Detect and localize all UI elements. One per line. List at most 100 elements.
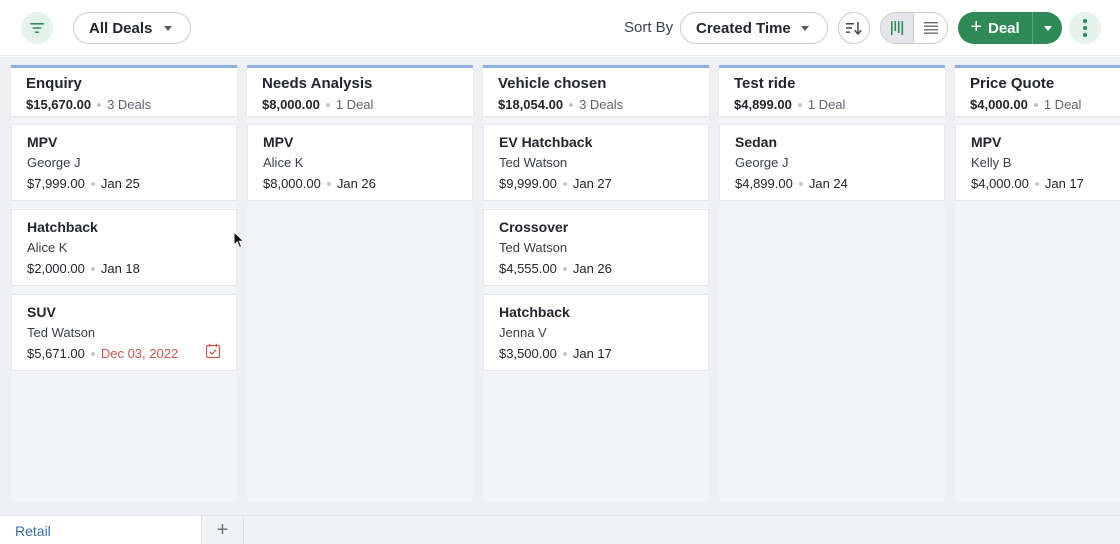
add-deal-button[interactable]: + Deal: [958, 12, 1032, 44]
tab-retail[interactable]: Retail: [0, 516, 202, 544]
pipeline-column: Enquiry $15,670.00 3 Deals MPV George J $7,99…: [11, 65, 237, 502]
separator-dot: [1034, 182, 1039, 186]
more-options-button[interactable]: [1069, 12, 1101, 44]
deal-contact: Ted Watson: [27, 325, 96, 340]
pipeline-column: Needs Analysis $8,000.00 1 Deal MPV Alice K $…: [247, 65, 473, 502]
deal-amount: $4,000.00: [971, 176, 1029, 191]
stage-amount: $18,054.00: [498, 97, 564, 112]
deal-view-select[interactable]: All Deals: [73, 12, 191, 44]
filter-button[interactable]: [21, 12, 53, 44]
list-view-button[interactable]: [914, 13, 947, 43]
calendar-check-icon[interactable]: [205, 343, 221, 359]
view-mode-toggle: [880, 12, 948, 44]
chevron-down-icon: [801, 26, 809, 31]
column-header: Needs Analysis $8,000.00 1 Deal: [247, 65, 473, 116]
deal-closing-date: Jan 18: [100, 261, 140, 276]
deal-meta: $5,671.00 Dec 03, 2022: [27, 345, 236, 363]
deal-card[interactable]: Sedan George J $4,899.00 Jan 24: [719, 124, 945, 201]
filter-funnel-icon: [30, 23, 44, 33]
sort-by-label: Sort By: [624, 19, 674, 36]
separator-dot: [326, 182, 331, 186]
deal-closing-date: Jan 17: [572, 346, 612, 361]
deal-closing-date: Jan 24: [808, 176, 848, 191]
deal-meta: $8,000.00 Jan 26: [263, 175, 472, 193]
deal-card[interactable]: Crossover Ted Watson $4,555.00 Jan 26: [483, 209, 709, 286]
plus-icon: +: [216, 519, 229, 541]
stage-summary: $8,000.00 1 Deal: [262, 96, 473, 113]
column-header: Vehicle chosen $18,054.00 3 Deals: [483, 65, 709, 116]
deal-meta: $4,555.00 Jan 26: [499, 260, 708, 278]
stage-title: Enquiry: [26, 75, 82, 92]
more-vertical-icon: [1083, 19, 1087, 23]
deal-closing-date: Jan 27: [572, 176, 612, 191]
deal-contact: Jenna V: [499, 325, 547, 340]
deal-name: MPV: [263, 134, 294, 150]
deal-contact: Ted Watson: [499, 240, 568, 255]
sort-descending-icon: [846, 22, 862, 36]
deal-card[interactable]: MPV Kelly B $4,000.00 Jan 17: [955, 124, 1120, 201]
deal-meta: $7,999.00 Jan 25: [27, 175, 236, 193]
add-deal-label: Deal: [988, 19, 1020, 37]
chevron-down-icon: [1043, 25, 1052, 31]
stage-title: Vehicle chosen: [498, 75, 607, 92]
sort-direction-button[interactable]: [838, 12, 870, 44]
kanban-board: Enquiry $15,670.00 3 Deals MPV George J $7,99…: [0, 57, 1120, 515]
separator-dot: [562, 352, 567, 356]
deal-name: MPV: [27, 134, 58, 150]
deal-amount: $9,999.00: [499, 176, 557, 191]
deal-card[interactable]: SUV Ted Watson $5,671.00 Dec 03, 2022: [11, 294, 237, 371]
deal-meta: $4,000.00 Jan 17: [971, 175, 1120, 193]
add-deal-options-button[interactable]: [1032, 12, 1062, 44]
stage-title: Price Quote: [970, 75, 1055, 92]
deal-name: EV Hatchback: [499, 134, 593, 150]
pipeline-column: Vehicle chosen $18,054.00 3 Deals EV Hatchb…: [483, 65, 709, 502]
deal-name: Hatchback: [499, 304, 570, 320]
deal-card[interactable]: EV Hatchback Ted Watson $9,999.00 Jan 27: [483, 124, 709, 201]
mouse-cursor-icon: [233, 231, 245, 249]
deal-contact: Kelly B: [971, 155, 1012, 170]
deal-amount: $4,899.00: [735, 176, 793, 191]
deal-card[interactable]: MPV George J $7,999.00 Jan 25: [11, 124, 237, 201]
stage-deal-count: 1 Deal: [807, 97, 846, 112]
stage-summary: $4,000.00 1 Deal: [970, 96, 1120, 113]
deal-closing-date: Jan 26: [572, 261, 612, 276]
chevron-down-icon: [164, 26, 172, 31]
stage-summary: $18,054.00 3 Deals: [498, 96, 709, 113]
deal-amount: $8,000.00: [263, 176, 321, 191]
deal-name: MPV: [971, 134, 1002, 150]
stage-summary: $15,670.00 3 Deals: [26, 96, 237, 113]
deal-closing-date: Jan 25: [100, 176, 140, 191]
deal-amount: $5,671.00: [27, 346, 85, 361]
deal-name: SUV: [27, 304, 56, 320]
deal-contact: Alice K: [27, 240, 68, 255]
kanban-view-button[interactable]: [881, 13, 915, 43]
deal-card[interactable]: MPV Alice K $8,000.00 Jan 26: [247, 124, 473, 201]
deal-closing-date: Jan 17: [1044, 176, 1084, 191]
deal-meta: $3,500.00 Jan 17: [499, 345, 708, 363]
stage-deal-count: 3 Deals: [579, 97, 624, 112]
separator-dot: [562, 267, 567, 271]
deal-contact: Alice K: [263, 155, 304, 170]
stage-summary: $4,899.00 1 Deal: [734, 96, 945, 113]
stage-amount: $8,000.00: [262, 97, 320, 112]
deal-meta: $4,899.00 Jan 24: [735, 175, 944, 193]
add-deal-button-group: + Deal: [958, 12, 1062, 44]
separator-dot: [569, 102, 574, 107]
separator-dot: [90, 352, 95, 356]
deal-amount: $4,555.00: [499, 261, 557, 276]
tab-label: Retail: [15, 523, 51, 539]
deal-card[interactable]: Hatchback Jenna V $3,500.00 Jan 17: [483, 294, 709, 371]
stage-deal-count: 1 Deal: [335, 97, 374, 112]
deal-amount: $2,000.00: [27, 261, 85, 276]
deal-amount: $3,500.00: [499, 346, 557, 361]
deal-contact: George J: [27, 155, 81, 170]
deal-name: Crossover: [499, 219, 569, 235]
column-header: Enquiry $15,670.00 3 Deals: [11, 65, 237, 116]
sort-field-select[interactable]: Created Time: [680, 12, 828, 44]
column-header: Test ride $4,899.00 1 Deal: [719, 65, 945, 116]
pipeline-tab-bar: Retail +: [0, 515, 1120, 544]
deal-name: Hatchback: [27, 219, 98, 235]
add-tab-button[interactable]: +: [202, 516, 244, 544]
deal-amount: $7,999.00: [27, 176, 85, 191]
deal-card[interactable]: Hatchback Alice K $2,000.00 Jan 18: [11, 209, 237, 286]
